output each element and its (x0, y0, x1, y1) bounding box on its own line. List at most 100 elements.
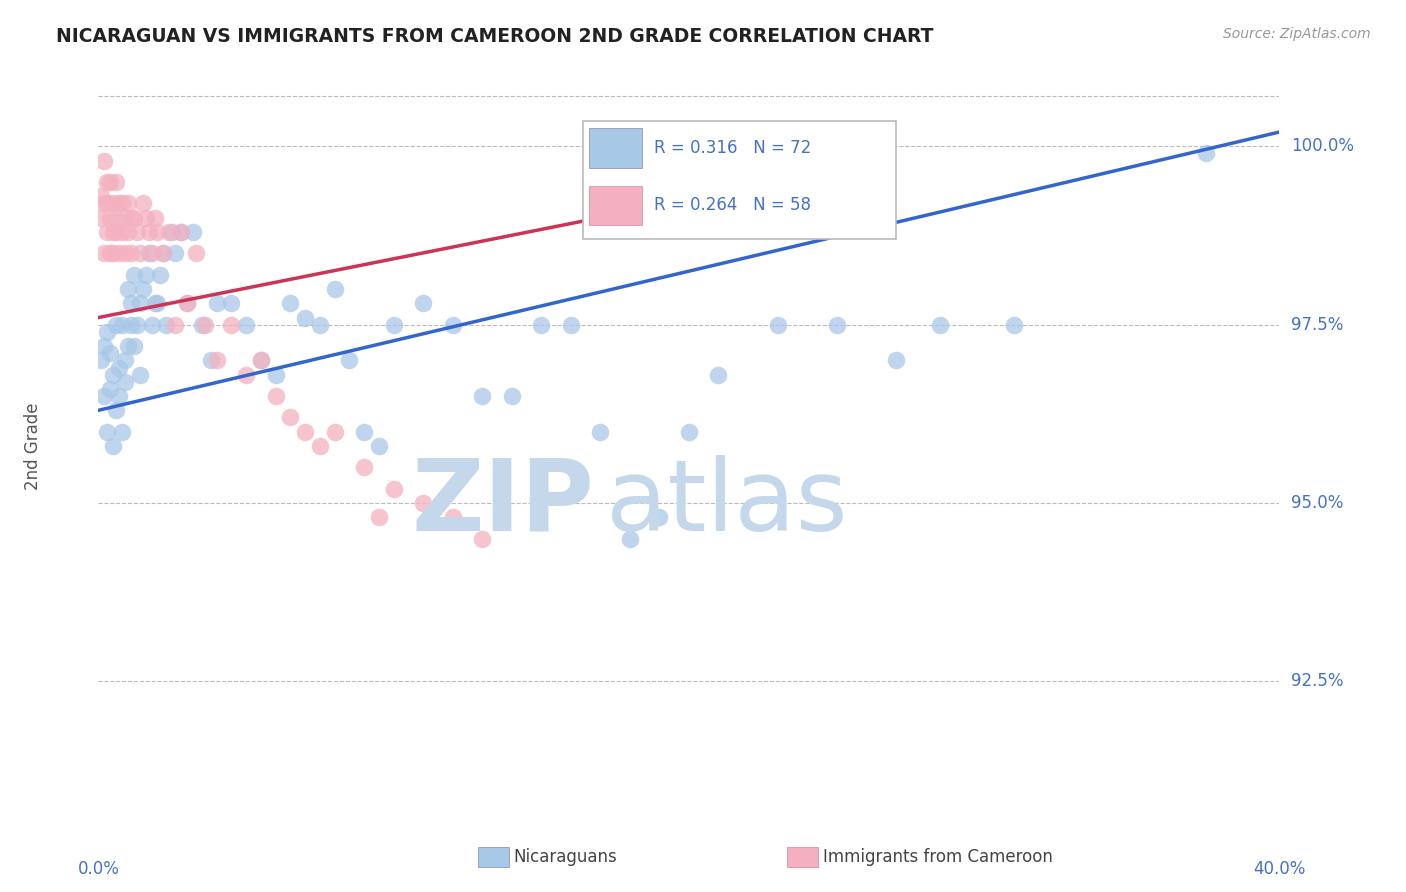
Point (122, 268, 145, 282)
Point (96, 225, 118, 239)
Point (382, 482, 405, 496)
Point (619, 532, 641, 546)
Point (93, 196, 115, 211)
Point (143, 211, 166, 225)
Point (98, 175, 121, 189)
Text: 97.5%: 97.5% (1291, 316, 1344, 334)
FancyBboxPatch shape (582, 121, 896, 239)
Point (235, 318, 257, 332)
Point (117, 282, 139, 296)
Point (135, 211, 157, 225)
Text: Immigrants from Cameroon: Immigrants from Cameroon (823, 848, 1052, 866)
Point (114, 246, 136, 260)
Point (530, 318, 553, 332)
Point (441, 510, 464, 524)
Point (108, 389, 131, 403)
Text: ZIP: ZIP (412, 455, 595, 551)
Point (157, 225, 180, 239)
Point (353, 425, 375, 439)
Point (128, 296, 150, 310)
Point (170, 225, 193, 239)
Point (309, 318, 332, 332)
Point (205, 296, 228, 310)
Point (155, 318, 177, 332)
Point (191, 318, 214, 332)
Point (105, 175, 128, 189)
Point (176, 296, 198, 310)
Text: 95.0%: 95.0% (1291, 494, 1344, 512)
Text: 0.0%: 0.0% (77, 860, 120, 878)
Point (250, 353, 273, 368)
Point (132, 282, 155, 296)
Point (589, 425, 612, 439)
Point (294, 425, 316, 439)
Point (103, 246, 125, 260)
Point (138, 246, 160, 260)
Point (205, 353, 228, 368)
Point (441, 318, 464, 332)
Point (120, 211, 142, 225)
Point (111, 225, 134, 239)
Point (152, 246, 174, 260)
Point (149, 268, 172, 282)
Point (103, 225, 125, 239)
Point (323, 282, 346, 296)
Point (309, 439, 332, 453)
Point (96, 196, 118, 211)
Point (152, 246, 174, 260)
Point (219, 296, 242, 310)
Text: 40.0%: 40.0% (1253, 860, 1306, 878)
Point (108, 246, 131, 260)
Point (93, 153, 115, 168)
Point (120, 246, 142, 260)
Point (264, 368, 287, 382)
Point (707, 368, 730, 382)
Point (471, 532, 494, 546)
Point (146, 296, 169, 310)
Point (114, 353, 136, 368)
Point (111, 318, 134, 332)
Point (90, 353, 112, 368)
Point (96, 425, 118, 439)
Point (200, 353, 222, 368)
Text: 92.5%: 92.5% (1291, 673, 1344, 690)
Point (250, 353, 273, 368)
Point (162, 225, 183, 239)
Point (264, 389, 287, 403)
Point (368, 510, 391, 524)
Point (143, 296, 166, 310)
Point (235, 368, 257, 382)
Point (181, 225, 204, 239)
Point (98, 211, 121, 225)
Point (117, 196, 139, 211)
Point (105, 225, 128, 239)
Point (128, 368, 150, 382)
Text: Nicaraguans: Nicaraguans (513, 848, 617, 866)
FancyBboxPatch shape (589, 128, 641, 168)
Point (1195, 146, 1218, 161)
Point (368, 439, 391, 453)
Point (1002, 318, 1025, 332)
Point (120, 296, 142, 310)
Point (678, 425, 700, 439)
Point (103, 196, 125, 211)
Point (105, 403, 128, 417)
Point (105, 211, 128, 225)
Point (93, 389, 115, 403)
Point (278, 410, 302, 425)
Point (219, 318, 242, 332)
Point (825, 318, 848, 332)
Point (96, 325, 118, 339)
Point (884, 353, 907, 368)
Point (560, 318, 582, 332)
Point (117, 225, 139, 239)
Point (98, 246, 121, 260)
Point (146, 225, 169, 239)
Point (138, 225, 160, 239)
Point (170, 225, 193, 239)
Point (103, 368, 125, 382)
Point (90, 189, 112, 203)
Point (125, 318, 148, 332)
Text: R = 0.264   N = 58: R = 0.264 N = 58 (654, 196, 810, 214)
Text: 2nd Grade: 2nd Grade (24, 402, 42, 490)
